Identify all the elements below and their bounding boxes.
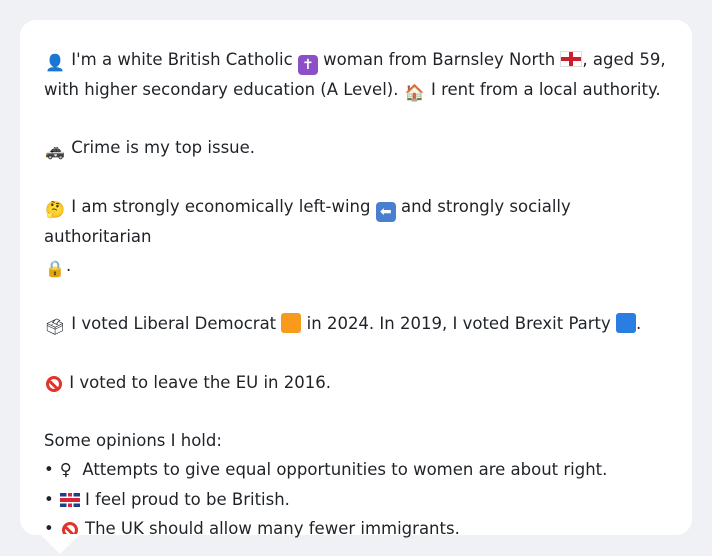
opinion-text-2: I feel proud to be British. — [84, 489, 290, 509]
profile-card: 👤 I'm a white British Catholic ✝ woman f… — [20, 20, 692, 538]
education-text: with higher secondary education (A Level… — [44, 80, 399, 99]
vote-text-2: in 2024. In 2019, I voted Brexit Party — [306, 314, 611, 334]
uk-flag-icon — [59, 492, 80, 507]
speech-bubble-tail — [40, 534, 80, 554]
thinking-face-icon: 🤔 — [45, 199, 65, 219]
bullet-icon: • — [44, 518, 54, 538]
opinion-text-1: Attempts to give equal opportunities to … — [82, 460, 608, 480]
bullet-icon: • — [44, 460, 54, 480]
intro-text-1: I'm a white British Catholic — [71, 50, 293, 69]
england-flag-icon — [560, 51, 583, 67]
opinion-text-3: The UK should allow many fewer immigrant… — [84, 518, 460, 538]
vote-text-1: I voted Liberal Democrat — [71, 314, 277, 334]
intro-text-2: woman from Barnsley North — [323, 50, 556, 69]
person-icon: 👤 — [45, 53, 65, 72]
vote-line: 🗳 I voted Liberal Democrat in 2024. In 2… — [44, 309, 668, 338]
economic-end: . — [66, 255, 72, 275]
brexit-square-icon — [616, 313, 637, 334]
eu-vote-text: I voted to leave the EU in 2016. — [69, 372, 331, 392]
opinions-heading: Some opinions I hold: — [44, 431, 222, 451]
economic-line: 🤔 I am strongly economically left-wing ⬅… — [44, 192, 668, 280]
left-arrow-icon: ⬅ — [375, 201, 396, 222]
opinion-item-2: • I feel proud to be British. — [44, 485, 668, 514]
bullet-icon: • — [44, 489, 54, 509]
eu-vote-line: I voted to leave the EU in 2016. — [44, 368, 668, 397]
police-car-icon: 🚓 — [45, 141, 65, 161]
ballot-box-icon: 🗳 — [44, 317, 66, 337]
vote-end: . — [636, 314, 642, 334]
intro-text-3: , aged 59, — [582, 50, 666, 69]
economic-text-2: and strongly socially authoritarian — [44, 196, 571, 246]
intro-line-1: 👤 I'm a white British Catholic ✝ woman f… — [44, 45, 668, 75]
lib-dem-square-icon — [281, 313, 302, 334]
top-issue-line: 🚓 Crime is my top issue. — [44, 133, 668, 162]
top-issue-text: Crime is my top issue. — [71, 138, 256, 158]
economic-text-1: I am strongly economically left-wing — [71, 196, 371, 216]
opinion-item-3: • The UK should allow many fewer immigra… — [44, 514, 668, 543]
intro-line-2: with higher secondary education (A Level… — [44, 75, 668, 104]
house-icon: 🏠 — [404, 83, 425, 102]
housing-text: I rent from a local authority. — [430, 80, 661, 99]
cross-icon: ✝ — [297, 55, 318, 75]
lock-icon: 🔒 — [45, 258, 65, 278]
female-sign-icon: ♀ — [59, 460, 72, 480]
no-entry-icon — [46, 375, 62, 392]
opinion-item-1: • ♀ Attempts to give equal opportunities … — [44, 455, 668, 484]
